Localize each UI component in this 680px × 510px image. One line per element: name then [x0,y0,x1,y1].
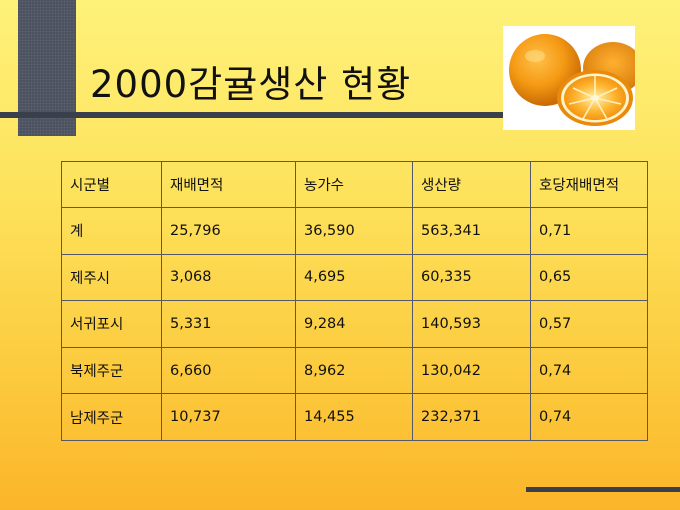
table-cell: 140,593 [412,300,531,348]
table-row: 계 25,796 36,590 563,341 0,71 [61,207,648,255]
table-cell: 계 [61,207,162,255]
title-underline-rule [0,112,503,118]
table-cell: 232,371 [412,393,531,441]
table-row: 남제주군 10,737 14,455 232,371 0,74 [61,393,648,441]
table-cell: 10,737 [161,393,296,441]
table-cell: 서귀포시 [61,300,162,348]
table-cell: 3,068 [161,253,296,302]
table-cell: 0,74 [530,346,648,395]
header-farm-households: 농가수 [295,161,413,208]
header-cultivation-area: 재배면적 [161,161,296,208]
table-cell: 60,335 [412,253,531,302]
bottom-accent-rule [526,487,680,492]
table-cell: 4,695 [295,253,413,302]
table-cell: 36,590 [295,207,413,255]
table-row: 서귀포시 5,331 9,284 140,593 0,57 [61,300,648,348]
slide-title: 2000감귤생산 현황 [90,63,412,106]
table-header-row: 시군별 재배면적 농가수 생산량 호당재배면적 [61,161,648,208]
table-cell: 0,74 [530,393,648,441]
table-cell: 130,042 [412,346,531,395]
table-row: 제주시 3,068 4,695 60,335 0,65 [61,253,648,302]
orange-fruit-icon [509,34,643,126]
header-area-per-household: 호당재배면적 [530,161,648,208]
table-cell: 9,284 [295,300,413,348]
table-cell: 14,455 [295,393,413,441]
table-cell: 0,65 [530,253,648,302]
table-cell: 0,71 [530,207,648,255]
header-region: 시군별 [61,161,162,208]
table-cell: 0,57 [530,300,648,348]
table-row: 북제주군 6,660 8,962 130,042 0,74 [61,346,648,395]
table-cell: 남제주군 [61,393,162,441]
table-cell: 6,660 [161,346,296,395]
orange-photo [503,26,643,130]
table-cell: 5,331 [161,300,296,348]
table-cell: 8,962 [295,346,413,395]
citrus-production-table: 시군별 재배면적 농가수 생산량 호당재배면적 계 25,796 36,590 … [61,161,648,441]
table-cell: 563,341 [412,207,531,255]
table-cell: 25,796 [161,207,296,255]
header-production-volume: 생산량 [412,161,531,208]
table-cell: 제주시 [61,253,162,302]
table-cell: 북제주군 [61,346,162,395]
